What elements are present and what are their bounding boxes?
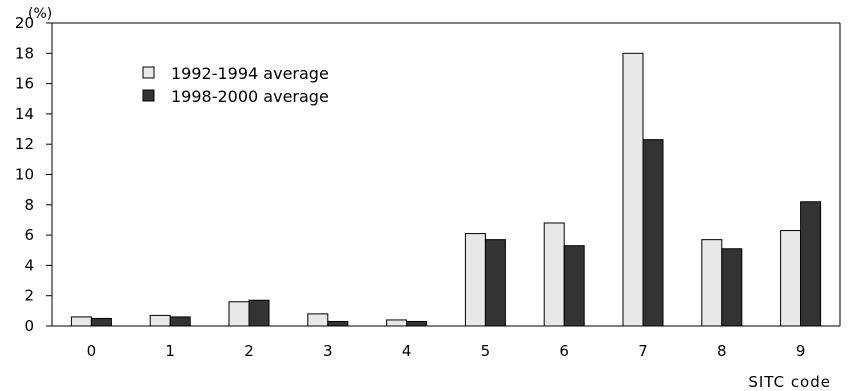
y-tick-label: 12 <box>15 135 34 153</box>
x-tick-label: 9 <box>796 342 806 360</box>
bar-series-0-cat-1 <box>149 314 171 327</box>
x-axis-tick-labels: 0 1 2 3 4 5 6 7 8 9 <box>87 342 806 360</box>
y-tick-label: 0 <box>24 317 34 335</box>
bar-series-0-cat-0 <box>70 316 92 327</box>
x-tick-label: 4 <box>402 342 412 360</box>
y-tick-label: 4 <box>24 256 34 274</box>
bars <box>70 52 822 327</box>
x-tick-label: 1 <box>165 342 175 360</box>
legend-swatch-1998-2000 <box>142 89 155 102</box>
y-tick-label: 16 <box>15 75 34 93</box>
legend-swatch-1992-1994 <box>142 66 155 79</box>
x-tick-label: 5 <box>481 342 491 360</box>
bar-series-0-cat-3 <box>307 313 329 327</box>
y-tick-label: 20 <box>15 14 34 32</box>
x-tick-label: 8 <box>717 342 727 360</box>
bar-series-1-cat-7 <box>642 139 664 327</box>
bar-series-0-cat-6 <box>543 222 565 327</box>
y-tick-label: 18 <box>15 44 34 62</box>
y-axis-unit: (%) <box>28 6 52 22</box>
bar-series-0-cat-4 <box>386 319 408 327</box>
bar-series-1-cat-4 <box>406 320 428 327</box>
bar-series-0-cat-7 <box>622 52 644 327</box>
legend-label-1992-1994: 1992-1994 average <box>171 64 329 83</box>
legend-label-1998-2000: 1998-2000 average <box>171 87 329 106</box>
y-tick-label: 10 <box>15 166 34 184</box>
x-axis-title: SITC code <box>748 373 831 391</box>
bar-series-1-cat-1 <box>169 316 191 327</box>
legend: 1992-1994 average 1998-2000 average <box>142 64 329 106</box>
x-tick-label: 0 <box>87 342 97 360</box>
bar-series-1-cat-5 <box>484 239 506 327</box>
bar-series-1-cat-0 <box>90 317 112 327</box>
bar-series-1-cat-3 <box>327 320 349 327</box>
bar-series-0-cat-2 <box>228 301 250 327</box>
x-tick-label: 7 <box>638 342 648 360</box>
bar-series-1-cat-8 <box>721 248 743 327</box>
x-tick-label: 2 <box>244 342 254 360</box>
bar-series-1-cat-6 <box>563 245 585 327</box>
y-axis-ticks: 0 2 4 6 8 10 12 14 16 18 20 <box>15 14 52 335</box>
y-tick-label: 14 <box>15 105 34 123</box>
y-tick-label: 6 <box>24 226 34 244</box>
bar-series-0-cat-5 <box>464 233 486 327</box>
bar-series-1-cat-9 <box>800 201 822 327</box>
bar-series-0-cat-9 <box>780 230 802 327</box>
y-tick-label: 2 <box>24 287 34 305</box>
y-tick-label: 8 <box>24 196 34 214</box>
bar-series-1-cat-2 <box>248 299 270 327</box>
bar-series-0-cat-8 <box>701 239 723 327</box>
x-tick-label: 6 <box>559 342 569 360</box>
x-tick-label: 3 <box>323 342 333 360</box>
